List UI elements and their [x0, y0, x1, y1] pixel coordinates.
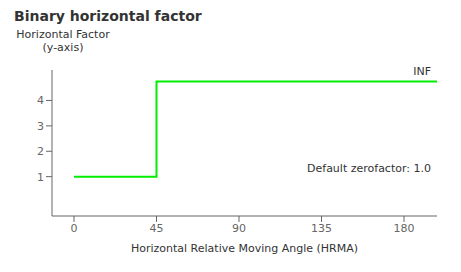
html-text:Horizontal Factor (y-axis): Horizontal Factor (y-axis) — [16, 28, 110, 54]
svg-text:180: 180 — [394, 222, 415, 235]
svg-text:Horizontal Relative Moving Ang: Horizontal Relative Moving Angle (HRMA) — [131, 242, 358, 255]
svg-text:135: 135 — [311, 222, 332, 235]
svg-text:INF: INF — [413, 65, 431, 78]
html-text:Binary horizontal factor: Binary horizontal factor — [14, 8, 202, 24]
svg-text:90: 90 — [232, 222, 246, 235]
svg-text:Default zerofactor: 1.0: Default zerofactor: 1.0 — [307, 162, 431, 175]
svg-text:0: 0 — [71, 222, 78, 235]
svg-text:2: 2 — [37, 145, 44, 158]
svg-text:45: 45 — [150, 222, 164, 235]
svg-text:1: 1 — [37, 171, 44, 184]
svg-text:4: 4 — [37, 94, 44, 107]
svg-text:3: 3 — [37, 120, 44, 133]
